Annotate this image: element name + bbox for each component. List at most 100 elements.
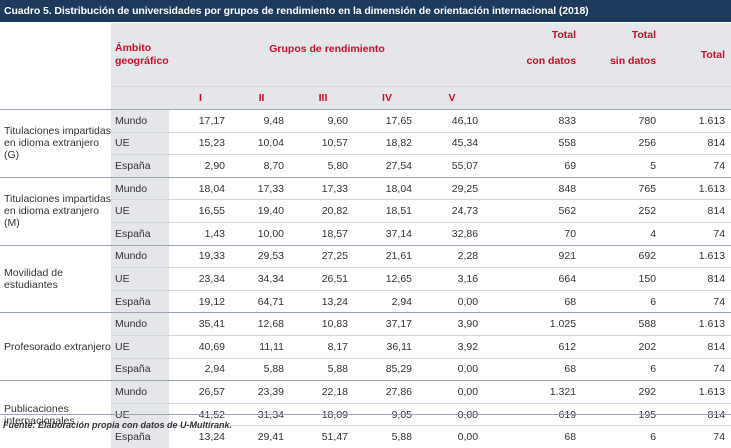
total-cell: 74: [662, 154, 731, 178]
group-value-cell: 26,51: [291, 267, 355, 291]
region-cell: España: [111, 425, 169, 448]
group-value-cell: 0,00: [419, 357, 486, 381]
total-con-datos-cell: 612: [485, 334, 583, 359]
group-value-cell: 5,88: [355, 425, 419, 448]
group-value-cell: 18,57: [291, 221, 355, 246]
total-sin-datos-cell: 292: [582, 380, 663, 404]
header-group-i: I: [169, 86, 232, 110]
group-value-cell: 29,25: [419, 176, 486, 200]
category-label: Profesorado extranjero: [0, 312, 111, 381]
total-con-datos-cell: 70: [485, 221, 583, 246]
group-value-cell: 0,00: [419, 380, 486, 404]
total-cell: 74: [662, 221, 731, 246]
group-value-cell: 16,55: [169, 199, 232, 223]
table-bottom-rule: [0, 414, 731, 415]
group-value-cell: 17,17: [169, 109, 232, 133]
header-total-sin: Total sin datos: [582, 23, 663, 87]
region-cell: UE: [111, 131, 169, 155]
table-row: España 19,12 64,71 13,24 2,94 0,00 68 6 74: [0, 289, 731, 313]
total-cell: 1.613: [662, 312, 731, 336]
region-cell: España: [111, 154, 169, 178]
group-value-cell: 2,94: [169, 357, 232, 381]
group-value-cell: 18,51: [355, 199, 419, 223]
total-cell: 1.613: [662, 109, 731, 133]
group-value-cell: 10,04: [232, 131, 291, 155]
table-row: UE 15,23 10,04 10,57 18,82 45,34 558 256 814: [0, 131, 731, 155]
group-value-cell: 15,23: [169, 131, 232, 155]
region-cell: Mundo: [111, 109, 169, 133]
table-row: España 13,24 29,41 51,47 5,88 0,00 68 6 74: [0, 425, 731, 448]
total-con-datos-cell: 562: [485, 199, 583, 223]
total-sin-datos-cell: 765: [582, 176, 663, 200]
total-sin-datos-cell: 6: [582, 425, 663, 448]
group-value-cell: 27,54: [355, 154, 419, 178]
total-cell: 814: [662, 267, 731, 291]
total-cell: 74: [662, 357, 731, 381]
total-sin-datos-cell: 150: [582, 267, 663, 291]
table-row: Titulaciones impartidas en idioma extran…: [0, 109, 731, 178]
header-total-con: Total con datos: [485, 23, 583, 87]
header-group-iii: III: [291, 86, 355, 110]
total-sin-datos-cell: 4: [582, 221, 663, 246]
total-sin-datos-cell: 252: [582, 199, 663, 223]
total-con-datos-cell: 68: [485, 425, 583, 448]
total-con-datos-cell: 921: [485, 244, 583, 268]
total-sin-datos-cell: 5: [582, 154, 663, 178]
data-table: Ámbito geográfico Grupos de rendimiento T…: [0, 23, 731, 448]
group-value-cell: 55,07: [419, 154, 486, 178]
total-sin-datos-cell: 6: [582, 289, 663, 313]
region-cell: UE: [111, 334, 169, 359]
group-value-cell: 12,65: [355, 267, 419, 291]
region-cell: Mundo: [111, 380, 169, 404]
group-value-cell: 17,65: [355, 109, 419, 133]
group-value-cell: 21,61: [355, 244, 419, 268]
table-row: España 2,90 8,70 5,80 27,54 55,07 69 5 74: [0, 154, 731, 178]
source-note: Fuente: Elaboración propia con datos de …: [3, 420, 233, 430]
group-value-cell: 18,82: [355, 131, 419, 155]
table-title: Cuadro 5. Distribución de universidades …: [0, 0, 731, 22]
category-label: Movilidad de estudiantes: [0, 244, 111, 313]
total-con-datos-cell: 68: [485, 357, 583, 381]
group-value-cell: 37,14: [355, 221, 419, 246]
total-cell: 1.613: [662, 176, 731, 200]
group-value-cell: 24,73: [419, 199, 486, 223]
group-value-cell: 29,53: [232, 244, 291, 268]
table-row: España 1,43 10,00 18,57 37,14 32,86 70 4 74: [0, 221, 731, 246]
region-cell: España: [111, 357, 169, 381]
total-cell: 814: [662, 131, 731, 155]
group-value-cell: 26,57: [169, 380, 232, 404]
group-value-cell: 37,17: [355, 312, 419, 336]
total-cell: 74: [662, 425, 731, 448]
group-value-cell: 3,92: [419, 334, 486, 359]
header-grupos: Grupos de rendimiento: [169, 23, 486, 87]
group-value-cell: 20,82: [291, 199, 355, 223]
table-row: UE 40,69 11,11 8,17 36,11 3,92 612 202 814: [0, 334, 731, 359]
header-group-iv: IV: [355, 86, 419, 110]
region-cell: UE: [111, 267, 169, 291]
total-cell: 814: [662, 199, 731, 223]
table-row: España 2,94 5,88 5,88 85,29 0,00 68 6 74: [0, 357, 731, 381]
total-sin-datos-cell: 692: [582, 244, 663, 268]
group-value-cell: 32,86: [419, 221, 486, 246]
total-con-datos-cell: 69: [485, 154, 583, 178]
group-value-cell: 23,39: [232, 380, 291, 404]
table-row: Movilidad de estudiantes Mundo 19,33 29,53 2…: [0, 244, 731, 313]
group-value-cell: 17,33: [291, 176, 355, 200]
group-value-cell: 19,12: [169, 289, 232, 313]
group-value-cell: 13,24: [291, 289, 355, 313]
total-sin-datos-cell: 256: [582, 131, 663, 155]
group-value-cell: 0,00: [419, 289, 486, 313]
total-con-datos-cell: 848: [485, 176, 583, 200]
group-value-cell: 22,18: [291, 380, 355, 404]
table-row: UE 16,55 19,40 20,82 18,51 24,73 562 252 814: [0, 199, 731, 223]
group-value-cell: 29,41: [232, 425, 291, 448]
group-value-cell: 5,88: [291, 357, 355, 381]
group-value-cell: 46,10: [419, 109, 486, 133]
total-cell: 1.613: [662, 244, 731, 268]
group-value-cell: 19,40: [232, 199, 291, 223]
total-sin-datos-cell: 780: [582, 109, 663, 133]
total-cell: 1.613: [662, 380, 731, 404]
header-group-v: V: [419, 86, 486, 110]
group-value-cell: 85,29: [355, 357, 419, 381]
group-value-cell: 2,94: [355, 289, 419, 313]
